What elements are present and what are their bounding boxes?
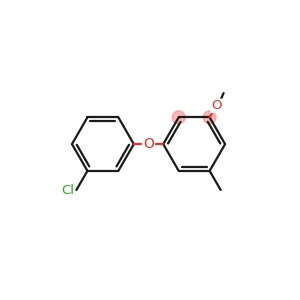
Circle shape [172,111,185,124]
Circle shape [203,111,216,124]
Text: O: O [143,137,154,151]
Text: Cl: Cl [61,184,74,196]
Text: O: O [211,99,221,112]
